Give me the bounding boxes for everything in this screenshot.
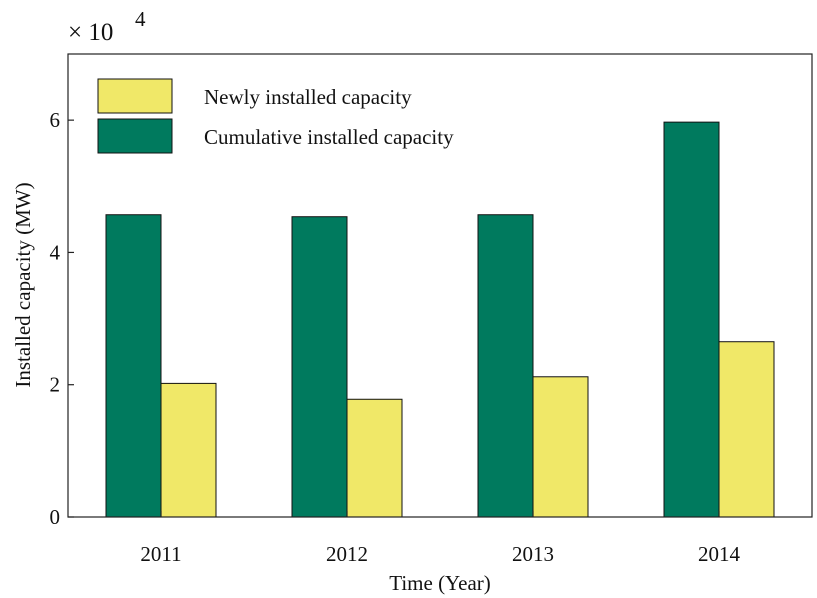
legend-label: Newly installed capacity xyxy=(204,85,412,109)
bar-newly-2012 xyxy=(346,398,403,518)
bar-cumulative-2011 xyxy=(105,214,162,518)
x-axis-title: Time (Year) xyxy=(389,571,491,595)
y-multiplier-base: × 10 xyxy=(68,19,113,46)
bar-newly-2013 xyxy=(532,376,589,518)
bar-newly-2014 xyxy=(718,341,775,518)
y-multiplier-exponent: 4 xyxy=(135,7,146,31)
y-tick-label: 0 xyxy=(50,505,61,529)
bar-cumulative-2013 xyxy=(477,214,534,518)
plot-area-frame xyxy=(67,53,813,518)
y-tick-label: 2 xyxy=(50,373,61,397)
y-axis-title: Installed capacity (MW) xyxy=(11,182,35,387)
x-tick-label: 2012 xyxy=(326,542,368,566)
legend: Newly installed capacity Cumulative insta… xyxy=(97,78,454,154)
legend-swatch xyxy=(97,118,173,154)
x-tick-label: 2013 xyxy=(512,542,554,566)
bar-cumulative-2014 xyxy=(663,121,720,518)
y-axis-ticks: 0 2 4 6 xyxy=(50,108,74,529)
y-tick-label: 4 xyxy=(50,240,61,264)
bar-cumulative-2012 xyxy=(291,216,348,518)
legend-swatch xyxy=(97,78,173,114)
legend-label: Cumulative installed capacity xyxy=(204,125,454,149)
x-tick-label: 2014 xyxy=(698,542,741,566)
bar-newly-2011 xyxy=(160,382,217,518)
bars-group xyxy=(105,121,775,518)
x-tick-label: 2011 xyxy=(140,542,181,566)
x-axis-tick-labels: 2011 2012 2013 2014 xyxy=(140,511,741,566)
y-tick-label: 6 xyxy=(50,108,61,132)
